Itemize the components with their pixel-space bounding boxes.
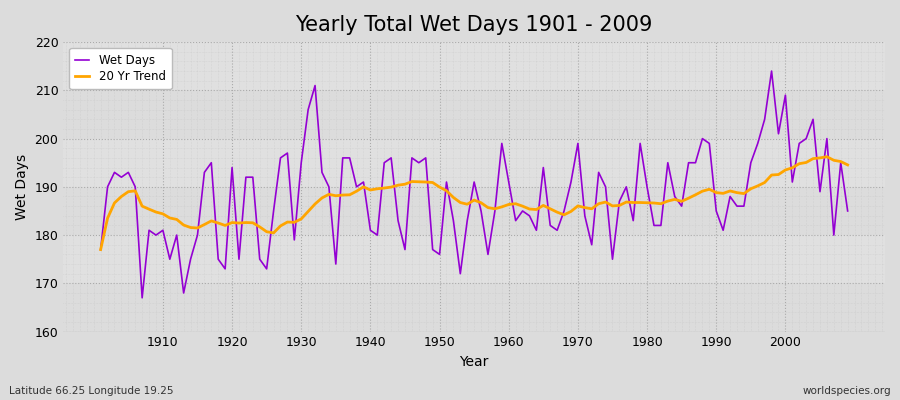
Bar — [63, 283, 885, 332]
20 Yr Trend — [302, 209, 313, 214]
Wet Days — [593, 170, 604, 175]
Wet Days — [137, 296, 148, 300]
Wet Days — [158, 228, 168, 233]
20 Yr Trend — [822, 154, 832, 159]
Wet Days — [310, 83, 320, 88]
Wet Days — [503, 180, 514, 184]
Text: Latitude 66.25 Longitude 19.25: Latitude 66.25 Longitude 19.25 — [9, 386, 174, 396]
Legend: Wet Days, 20 Yr Trend: Wet Days, 20 Yr Trend — [69, 48, 172, 89]
Line: Wet Days: Wet Days — [101, 71, 848, 298]
X-axis label: Year: Year — [460, 355, 489, 369]
20 Yr Trend — [842, 162, 853, 167]
Wet Days — [842, 208, 853, 213]
20 Yr Trend — [497, 204, 508, 209]
Y-axis label: Wet Days: Wet Days — [15, 154, 29, 220]
Bar — [63, 187, 885, 235]
20 Yr Trend — [344, 192, 355, 197]
20 Yr Trend — [503, 202, 514, 207]
Wet Days — [510, 218, 521, 223]
Line: 20 Yr Trend: 20 Yr Trend — [101, 157, 848, 250]
Wet Days — [766, 69, 777, 74]
Bar — [63, 90, 885, 139]
20 Yr Trend — [95, 247, 106, 252]
Wet Days — [95, 247, 106, 252]
Wet Days — [351, 184, 362, 189]
20 Yr Trend — [586, 206, 597, 211]
20 Yr Trend — [150, 210, 161, 214]
Title: Yearly Total Wet Days 1901 - 2009: Yearly Total Wet Days 1901 - 2009 — [295, 15, 652, 35]
Text: worldspecies.org: worldspecies.org — [803, 386, 891, 396]
